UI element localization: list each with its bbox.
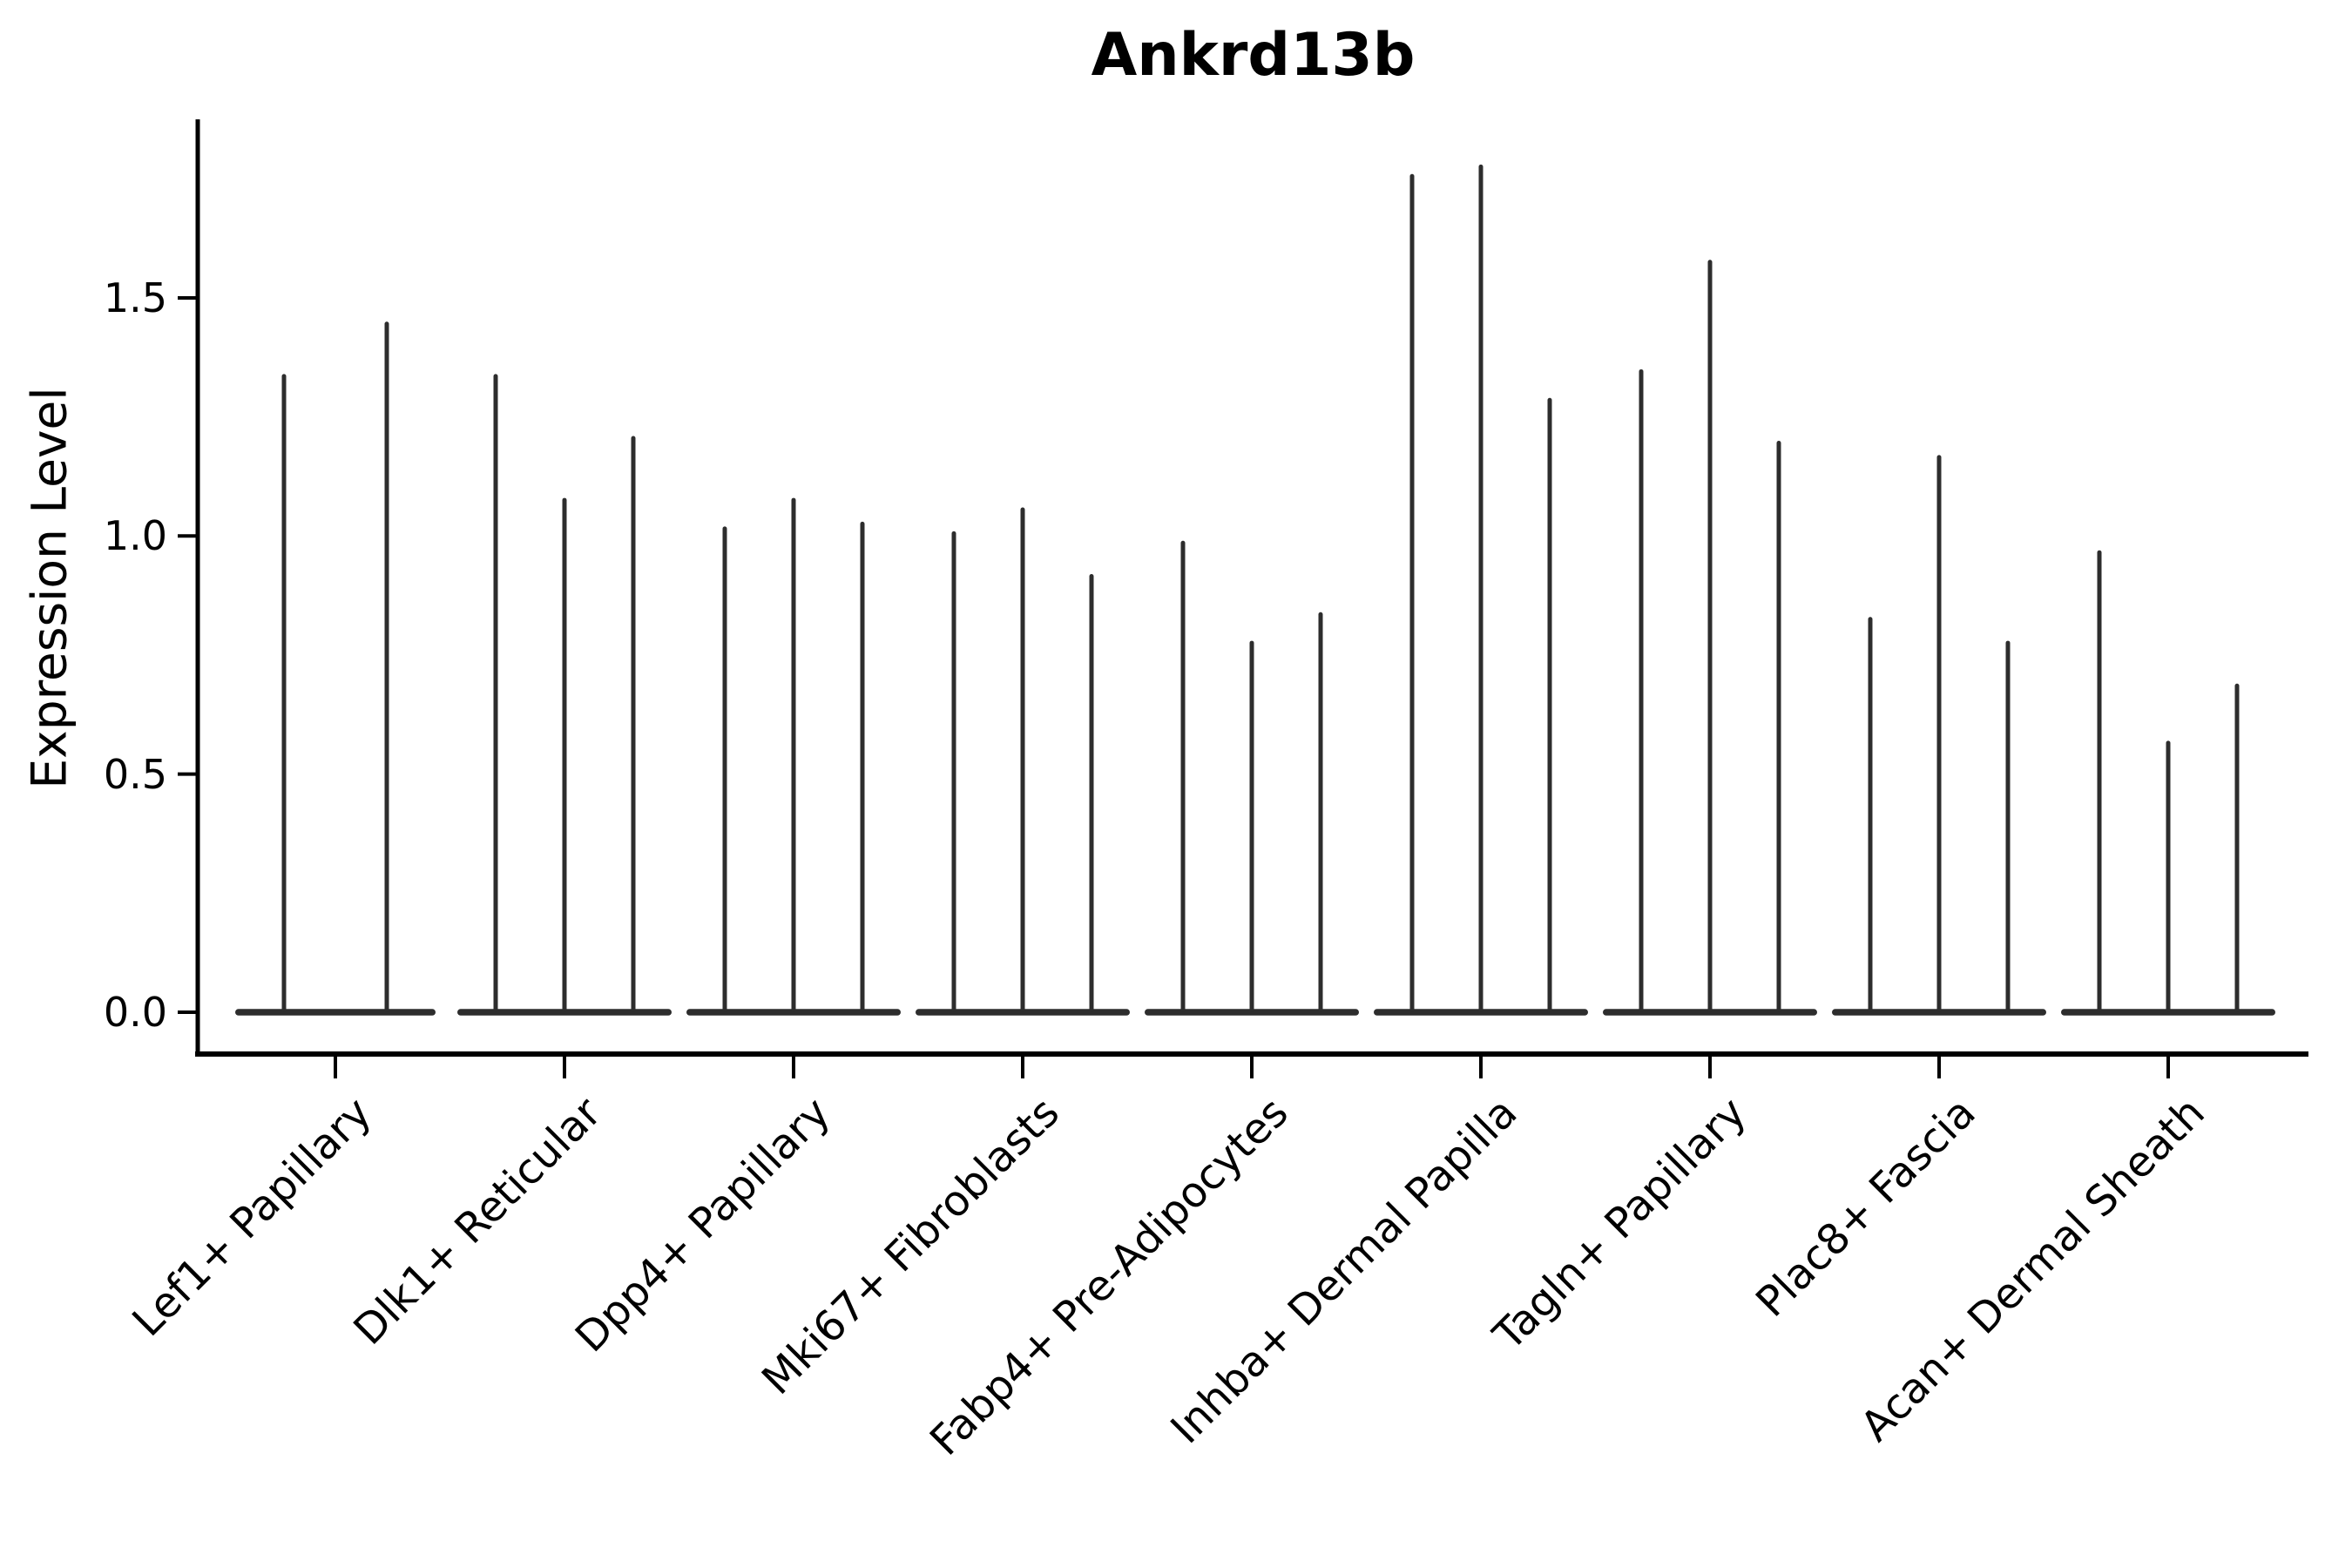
violin-spike — [1180, 540, 1186, 1012]
violin-spike — [1249, 640, 1254, 1012]
violin-spike — [2234, 683, 2240, 1012]
violin-spike — [384, 321, 389, 1012]
violin-spike — [2097, 550, 2102, 1012]
violin-spike — [1707, 260, 1713, 1012]
violin-spike — [1318, 612, 1323, 1012]
y-axis-title: Expression Level — [21, 387, 78, 789]
y-tick-label: 0.5 — [103, 750, 167, 798]
violin-spike — [631, 436, 636, 1012]
violin-spike — [1639, 368, 1644, 1013]
violin-spike — [2166, 740, 2171, 1012]
violin-spike — [951, 531, 956, 1012]
y-tick-label: 1.5 — [103, 274, 167, 321]
y-tick-label: 0.0 — [103, 989, 167, 1036]
violin-spike — [1868, 617, 1873, 1012]
violin-spike — [1478, 164, 1484, 1012]
violin-spike — [281, 374, 287, 1012]
violin-spike — [1020, 507, 1025, 1012]
violin-spike — [2005, 640, 2011, 1012]
violin-base — [235, 1009, 436, 1016]
violin-spike — [1936, 455, 1942, 1012]
violin-spike — [722, 526, 727, 1012]
violin-spike — [1409, 173, 1415, 1013]
violin-spike — [1089, 574, 1094, 1012]
y-tick-label: 1.0 — [103, 512, 167, 560]
violin-spike — [562, 497, 567, 1012]
violin-spike — [860, 521, 865, 1012]
chart-title: Ankrd13b — [1091, 21, 1416, 90]
violin-spike — [493, 374, 498, 1012]
violin-spike — [791, 497, 796, 1012]
violin-spike — [1547, 397, 1552, 1013]
violin-spike — [1776, 440, 1781, 1013]
